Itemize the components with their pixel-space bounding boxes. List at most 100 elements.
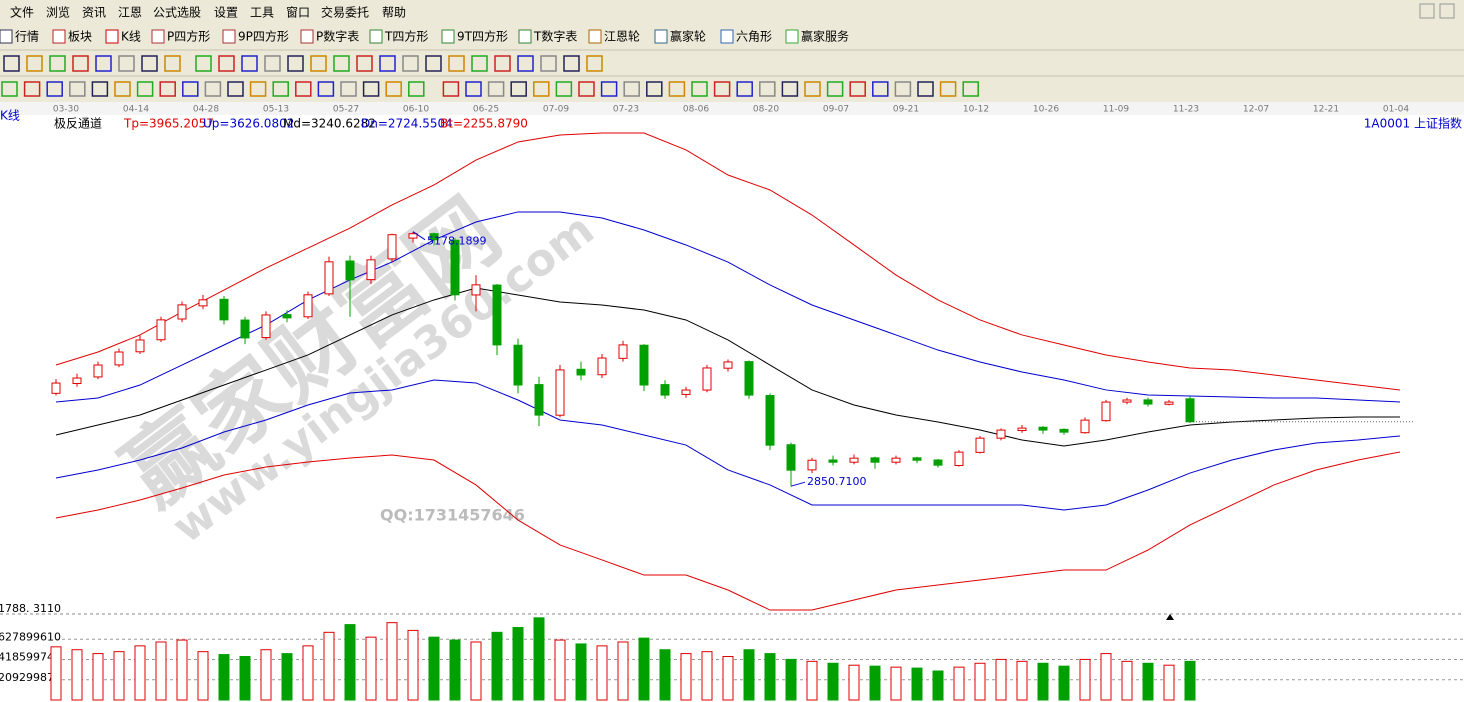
tool-icon[interactable] bbox=[962, 81, 979, 97]
toolbar-button[interactable]: 9T四方形 bbox=[457, 29, 508, 44]
tool-icon[interactable] bbox=[141, 55, 158, 72]
toolbar-button[interactable]: 江恩轮 bbox=[604, 30, 640, 44]
tool-icon[interactable] bbox=[23, 81, 41, 97]
tool-icon[interactable] bbox=[182, 81, 199, 97]
tool-icon[interactable] bbox=[379, 55, 396, 72]
menu-item[interactable]: 浏览 bbox=[46, 5, 70, 20]
tool-icon[interactable] bbox=[849, 81, 866, 97]
tool-icon[interactable] bbox=[91, 81, 109, 97]
tool-icon[interactable] bbox=[563, 55, 580, 72]
toolbar-icon[interactable] bbox=[588, 29, 602, 44]
tool-icon[interactable] bbox=[3, 55, 20, 72]
toolbar-button[interactable]: 赢家服务 bbox=[801, 29, 849, 44]
toolbar-icon[interactable] bbox=[300, 29, 314, 44]
toolbar-icon[interactable] bbox=[654, 29, 668, 44]
menu-item[interactable]: 资讯 bbox=[82, 6, 106, 20]
tool-icon[interactable] bbox=[759, 81, 776, 97]
tool-icon[interactable] bbox=[402, 55, 419, 72]
tool-icon[interactable] bbox=[872, 81, 889, 97]
tool-icon[interactable] bbox=[164, 55, 181, 72]
close-button[interactable] bbox=[1439, 3, 1455, 19]
tool-icon[interactable] bbox=[781, 81, 799, 97]
menu-item[interactable]: 江恩 bbox=[118, 6, 142, 20]
toolbar-button[interactable]: 行情 bbox=[15, 30, 39, 44]
menu-item[interactable]: 窗口 bbox=[286, 6, 310, 20]
tool-icon[interactable] bbox=[69, 81, 86, 97]
toolbar-icon[interactable] bbox=[785, 29, 799, 44]
tool-icon[interactable] bbox=[227, 81, 244, 97]
tool-icon[interactable] bbox=[448, 55, 465, 72]
tool-icon[interactable] bbox=[425, 55, 442, 72]
tool-icon[interactable] bbox=[95, 55, 112, 72]
tool-icon[interactable] bbox=[46, 81, 63, 97]
tool-icon[interactable] bbox=[917, 81, 934, 97]
toolbar-icon[interactable] bbox=[369, 29, 383, 44]
tool-icon[interactable] bbox=[264, 55, 281, 72]
tool-icon[interactable] bbox=[49, 55, 66, 72]
tool-icon[interactable] bbox=[114, 81, 131, 97]
tool-icon[interactable] bbox=[333, 55, 350, 72]
minimize-button[interactable] bbox=[1419, 3, 1435, 19]
toolbar-button[interactable]: T四方形 bbox=[384, 29, 428, 44]
tool-icon[interactable] bbox=[540, 55, 557, 72]
tool-icon[interactable] bbox=[1, 81, 18, 97]
toolbar-icon[interactable] bbox=[222, 29, 236, 44]
tool-icon[interactable] bbox=[317, 81, 335, 97]
menu-item[interactable]: 公式选股 bbox=[153, 6, 201, 20]
toolbar-button[interactable]: P数字表 bbox=[316, 29, 359, 44]
toolbar-icon[interactable] bbox=[518, 29, 532, 44]
tool-icon[interactable] bbox=[510, 81, 527, 97]
toolbar-icon[interactable] bbox=[441, 29, 455, 44]
tool-icon[interactable] bbox=[691, 81, 708, 97]
toolbar-button[interactable]: 六角形 bbox=[736, 30, 772, 44]
tool-icon[interactable] bbox=[241, 55, 258, 72]
tool-icon[interactable] bbox=[118, 55, 135, 72]
tool-icon[interactable] bbox=[668, 81, 686, 97]
toolbar-icon[interactable] bbox=[720, 29, 734, 44]
tool-icon[interactable] bbox=[310, 55, 327, 72]
menu-item[interactable]: 工具 bbox=[250, 6, 274, 20]
toolbar-icon[interactable] bbox=[151, 29, 165, 44]
tool-icon[interactable] bbox=[646, 81, 663, 97]
tool-icon[interactable] bbox=[555, 81, 573, 97]
toolbar-button[interactable]: 赢家轮 bbox=[670, 29, 706, 44]
toolbar-button[interactable]: 板块 bbox=[68, 30, 92, 44]
toolbar-button[interactable]: T数字表 bbox=[533, 29, 577, 44]
menu-item[interactable]: 帮助 bbox=[382, 6, 406, 20]
tool-icon[interactable] bbox=[517, 55, 534, 72]
tool-icon[interactable] bbox=[494, 55, 511, 72]
tool-icon[interactable] bbox=[287, 55, 304, 72]
menu-item[interactable]: 交易委托 bbox=[321, 5, 369, 20]
tool-icon[interactable] bbox=[408, 81, 425, 97]
tool-icon[interactable] bbox=[72, 55, 89, 72]
tool-icon[interactable] bbox=[894, 81, 912, 97]
tool-icon[interactable] bbox=[340, 81, 357, 97]
tool-icon[interactable] bbox=[195, 55, 212, 72]
tool-icon[interactable] bbox=[804, 81, 821, 97]
tool-icon[interactable] bbox=[465, 81, 482, 97]
tool-icon[interactable] bbox=[586, 55, 603, 72]
toolbar-icon[interactable] bbox=[105, 29, 119, 44]
tool-icon[interactable] bbox=[26, 55, 43, 72]
tool-icon[interactable] bbox=[533, 81, 550, 97]
tool-icon[interactable] bbox=[736, 81, 753, 97]
tool-icon[interactable] bbox=[159, 81, 176, 97]
tool-icon[interactable] bbox=[471, 55, 488, 72]
tool-icon[interactable] bbox=[623, 81, 640, 97]
toolbar-button[interactable]: K线 bbox=[121, 30, 141, 44]
tool-icon[interactable] bbox=[218, 55, 235, 72]
tool-icon[interactable] bbox=[362, 81, 380, 97]
tool-icon[interactable] bbox=[600, 81, 618, 97]
tool-icon[interactable] bbox=[295, 81, 312, 97]
toolbar-icon[interactable] bbox=[52, 29, 66, 44]
tool-icon[interactable] bbox=[487, 81, 505, 97]
tool-icon[interactable] bbox=[713, 81, 731, 97]
menu-item[interactable]: 文件 bbox=[10, 5, 34, 20]
tool-icon[interactable] bbox=[204, 81, 222, 97]
toolbar-icon[interactable] bbox=[0, 29, 13, 44]
tool-icon[interactable] bbox=[272, 81, 289, 97]
tool-icon[interactable] bbox=[356, 55, 373, 72]
tool-icon[interactable] bbox=[136, 81, 154, 97]
tool-icon[interactable] bbox=[939, 81, 957, 97]
tool-icon[interactable] bbox=[442, 81, 460, 97]
